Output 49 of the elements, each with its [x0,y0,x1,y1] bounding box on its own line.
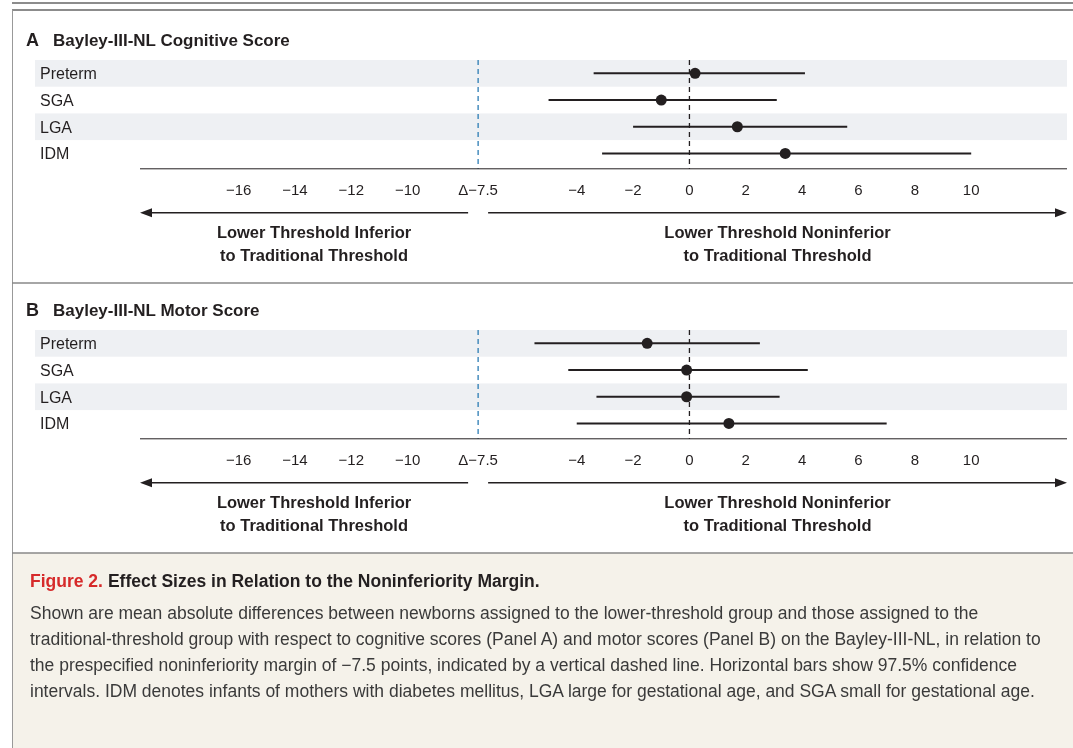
y-tick-label: IDM [40,145,70,163]
x-tick-label: −2 [624,450,642,468]
x-tick-label: −10 [394,450,421,468]
x-tick-label: 6 [854,450,863,468]
y-tick-label: Preterm [40,65,97,83]
y-tick-label: IDM [40,415,70,433]
x-tick-label: −12 [338,180,365,198]
x-tick-label: 2 [741,450,750,468]
point [689,67,701,79]
x-tick-label: 0 [685,450,694,468]
x-tick-label: 0 [685,180,694,198]
x-tick-label: −14 [282,450,308,468]
x-tick-label: −16 [225,450,252,468]
x-tick-label: 10 [962,450,980,468]
x-tick-label: −4 [568,450,586,468]
x-tick-label: −10 [394,180,421,198]
x-tick-label: Δ−7.5 [458,450,498,468]
chart-title: Bayley-III-NL Motor Score [53,301,260,320]
text: Shown are mean absolute differences between newborns assigned to the lower-threshold group and those assigned to the traditional-threshold group with respect to cognitive scores (Panel A) and motor scores (Panel B) on the Bayley-III-NL, in relation to the prespecified noninferiority margin of −7.5 points, indicated by a vertical dashed line. Horizontal bars show 97.5% confidence intervals. IDM denotes infants of mothers with diabetes mellitus, LGA large for gestational age, and SGA small for gestational age. [30,603,1041,701]
y-tick-label: Preterm [40,335,97,353]
text: Effect Sizes in Relation to the Noninferiority Margin. [107,571,540,591]
x-tick-label: −4 [568,180,586,198]
y-tick-label: LGA [40,118,73,136]
caption: Figure 2. [30,571,103,591]
x-tick-label: −16 [225,180,252,198]
x-tick-label: 4 [797,180,807,198]
point [655,94,667,106]
x-tick-label: 2 [741,180,750,198]
y-tick-label: LGA [40,388,73,406]
x-tick-label: 4 [797,450,807,468]
text: Lower Threshold Noninferior to Traditional Threshold [664,222,892,264]
point [779,147,791,159]
text: Lower Threshold Inferior to Traditional Threshold [216,222,412,264]
text: A [26,30,39,50]
point [731,121,743,133]
text: B [26,300,39,320]
chart-title: Bayley-III-NL Cognitive Score [53,31,290,50]
x-tick-label: −2 [624,180,642,198]
x-tick-label: Δ−7.5 [458,180,498,198]
x-tick-label: 6 [854,180,863,198]
x-tick-label: 10 [962,180,980,198]
y-tick-label: SGA [40,362,75,380]
x-tick-label: 8 [910,180,920,198]
x-tick-label: −14 [282,180,308,198]
x-tick-label: 8 [910,450,920,468]
text: Lower Threshold Noninferior to Traditional Threshold [664,492,892,534]
text: Lower Threshold Inferior to Traditional Threshold [216,492,412,534]
x-tick-label: −12 [338,450,365,468]
y-tick-label: SGA [40,92,75,110]
